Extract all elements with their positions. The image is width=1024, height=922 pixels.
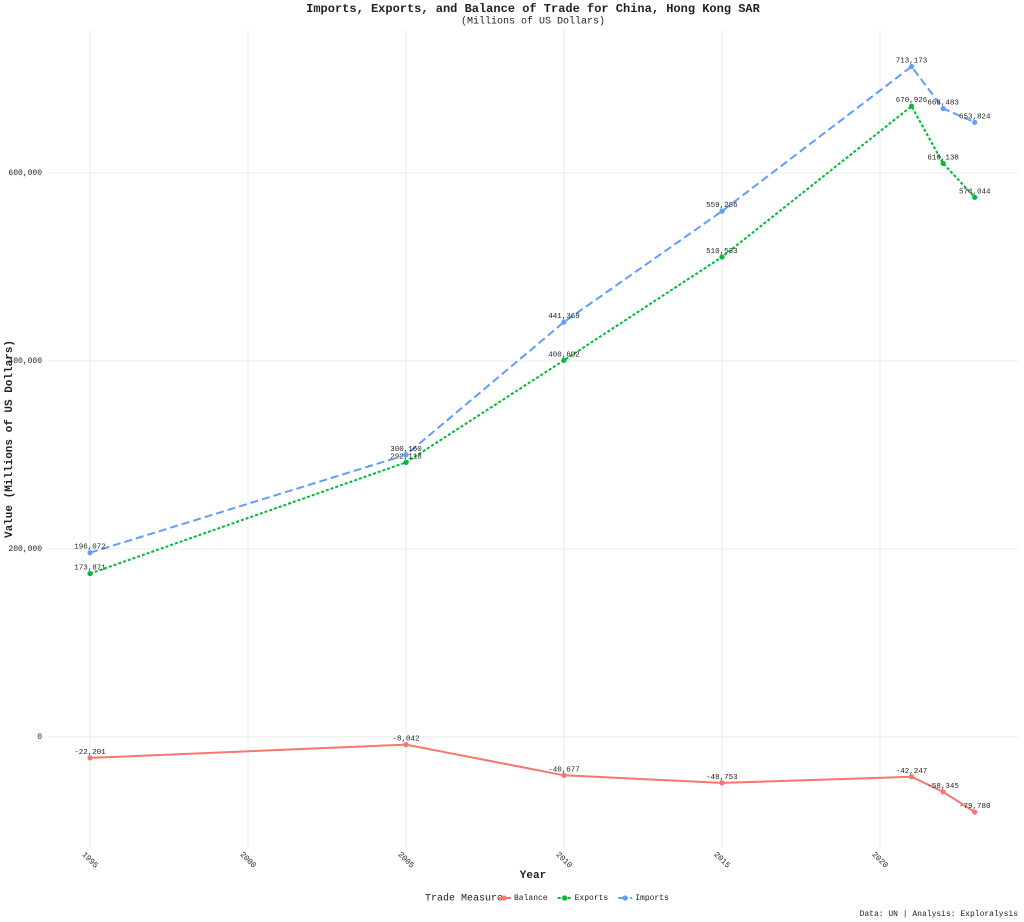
data-point — [972, 809, 978, 815]
chart-title: Imports, Exports, and Balance of Trade f… — [306, 2, 760, 16]
legend-marker — [562, 895, 568, 901]
x-tick-label: 2000 — [238, 850, 258, 870]
legend-marker — [622, 895, 628, 901]
data-point — [940, 160, 946, 166]
data-point — [719, 254, 725, 260]
data-label: 173,871 — [74, 565, 106, 573]
data-point — [972, 194, 978, 200]
data-label: -79,780 — [959, 803, 991, 811]
x-tick-label: 2010 — [554, 850, 574, 870]
data-label: 713,173 — [896, 57, 928, 65]
data-point — [719, 208, 725, 214]
y-tick-label: 0 — [37, 733, 42, 742]
data-label: 653,824 — [959, 113, 991, 121]
legend-label: Imports — [635, 894, 669, 903]
series-line — [89, 65, 976, 554]
legend-title: Trade Measure — [425, 893, 503, 905]
data-point — [403, 742, 409, 748]
data-label: -40,677 — [548, 766, 580, 774]
x-axis-label: Year — [520, 870, 546, 882]
data-label: 610,138 — [927, 154, 959, 162]
legend-label: Balance — [514, 894, 548, 903]
legend: Trade Measure Balance Exports Imports — [425, 893, 669, 905]
data-point — [972, 119, 978, 125]
data-point — [908, 774, 915, 780]
data-point — [908, 103, 915, 109]
data-point — [87, 550, 93, 556]
series-line — [89, 104, 976, 575]
y-tick-label: 200,000 — [8, 545, 42, 554]
data-label: 670,926 — [896, 97, 928, 105]
x-tick-label: 2015 — [712, 850, 732, 870]
data-label: -22,201 — [74, 749, 106, 757]
data-label: 300,160 — [390, 446, 422, 454]
y-axis-label: Value (Millions of US Dollars) — [4, 340, 16, 538]
data-label: 668,483 — [927, 100, 959, 108]
data-point — [561, 357, 567, 363]
data-label: 196,072 — [74, 544, 106, 552]
data-label: 559,286 — [706, 202, 738, 210]
data-label: 574,044 — [959, 188, 991, 196]
data-point — [87, 570, 93, 577]
caption: Data: UN | Analysis: Exploralysis — [860, 910, 1019, 919]
data-point — [87, 755, 93, 761]
legend-marker — [501, 895, 507, 901]
data-point — [940, 105, 946, 112]
data-point — [908, 63, 915, 70]
data-label: -8,042 — [392, 736, 419, 744]
data-label: -48,753 — [706, 774, 738, 782]
data-point — [403, 452, 409, 458]
data-point — [940, 789, 946, 795]
data-label: -42,247 — [896, 768, 928, 776]
data-label: 441,369 — [548, 313, 580, 321]
grid: 0 200,000 400,000 600,000 1995 2000 2005 2010 20… — [8, 30, 1018, 871]
data-label: -58,345 — [927, 783, 959, 791]
data-label: 400,692 — [548, 351, 580, 359]
chart-subtitle: (Millions of US Dollars) — [461, 16, 605, 28]
plot-area: -22,201 -8,042 -40,677 -48,753 -42,247 -58,34… — [74, 57, 991, 815]
legend-label: Exports — [575, 894, 609, 903]
x-tick-label: 2020 — [870, 850, 890, 870]
y-tick-label: 400,000 — [8, 357, 42, 366]
x-tick-label: 1995 — [80, 850, 100, 870]
data-point — [403, 459, 409, 465]
data-label: 510,533 — [706, 248, 738, 256]
y-tick-label: 600,000 — [8, 169, 42, 178]
data-point — [561, 772, 567, 778]
data-point — [719, 780, 725, 786]
data-point — [561, 319, 567, 325]
series-line — [89, 743, 976, 813]
x-tick-label: 2005 — [396, 850, 416, 870]
